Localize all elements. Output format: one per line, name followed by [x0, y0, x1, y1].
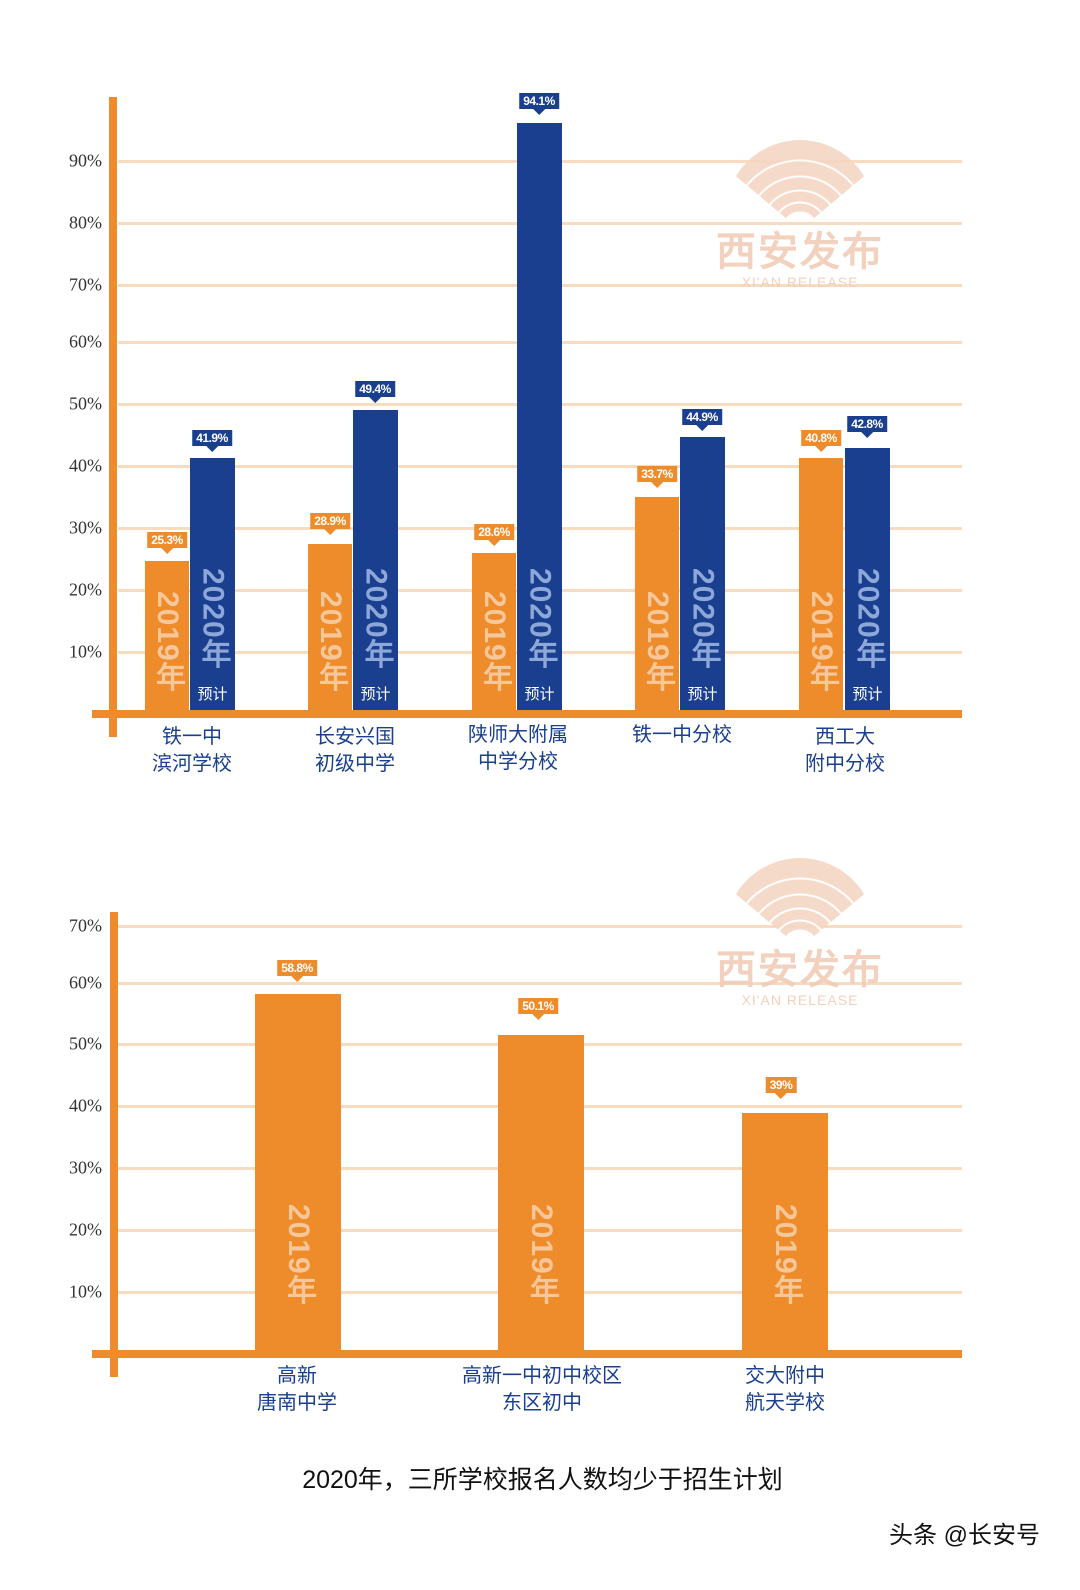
value-label-2019: 25.3% [147, 532, 187, 548]
x-label: 西工大 附中分校 [805, 726, 885, 775]
y-tick: 10% [69, 1281, 102, 1302]
value-label-2020: 49.4% [355, 381, 395, 397]
bar-2019: 2019年 [145, 561, 189, 714]
y-tick: 60% [69, 972, 102, 993]
bar-2020: 2020年 预计 [845, 448, 890, 714]
x-label: 铁一中分校 [632, 724, 732, 746]
gridline-60 [118, 982, 962, 985]
value-label-2019: 28.6% [474, 524, 514, 540]
x-label: 铁一中 滨河学校 [152, 726, 232, 775]
bar-2019: 2019年 [799, 458, 843, 714]
value-label-2020: 42.8% [847, 416, 887, 432]
chart-top: 10% 20% 30% 40% 50% 60% 70% 80% 90% 西安发布… [0, 0, 1080, 800]
x-label: 长安兴国 初级中学 [315, 726, 395, 775]
value-label-2020: 44.9% [682, 409, 722, 425]
bar-2020: 2020年 预计 [190, 458, 235, 714]
gridline-70 [118, 925, 962, 928]
value-label-2019: 58.8% [277, 960, 317, 976]
watermark-logo: 西安发布 XI'AN RELEASE [710, 140, 890, 290]
chart-bottom: 10% 20% 30% 40% 50% 60% 70% 西安发布 XI'AN R… [0, 0, 1080, 1430]
watermark-logo: 西安发布 XI'AN RELEASE [710, 858, 890, 1008]
bar-2019: 2019年 [742, 1113, 828, 1354]
y-tick: 50% [69, 1033, 102, 1054]
value-label-2019: 33.7% [637, 466, 677, 482]
bar-2019: 2019年 [635, 497, 679, 714]
y-tick: 50% [69, 393, 102, 414]
bar-2020: 2020年 预计 [517, 123, 562, 714]
y-tick: 70% [69, 915, 102, 936]
y-tick: 40% [69, 455, 102, 476]
x-axis [92, 710, 962, 718]
y-tick: 60% [69, 331, 102, 352]
caption: 2020年，三所学校报名人数均少于招生计划 [302, 1466, 783, 1494]
value-label-2020: 41.9% [192, 430, 232, 446]
watermark-en: XI'AN RELEASE [741, 274, 859, 290]
x-label: 高新一中初中校区 东区初中 [462, 1365, 622, 1414]
y-tick: 80% [69, 212, 102, 233]
y-tick: 40% [69, 1095, 102, 1116]
y-axis [109, 97, 117, 737]
value-label-2019: 50.1% [518, 998, 558, 1014]
y-tick: 90% [69, 150, 102, 171]
pagoda-fan-icon [725, 858, 875, 948]
source-credit: 头条 @长安号 [888, 1522, 1040, 1549]
y-tick: 30% [69, 517, 102, 538]
y-axis [110, 912, 118, 1377]
watermark-cn: 西安发布 [716, 946, 884, 993]
watermark-cn: 西安发布 [716, 228, 884, 275]
x-label: 交大附中 航天学校 [745, 1365, 825, 1414]
value-label-2019: 40.8% [801, 430, 841, 446]
x-label: 高新 唐南中学 [257, 1365, 337, 1414]
y-tick: 10% [69, 641, 102, 662]
bar-2019: 2019年 [498, 1035, 584, 1354]
bar-2019: 2019年 [308, 544, 352, 714]
bar-2020: 2020年 预计 [680, 437, 725, 714]
value-label-2019: 28.9% [310, 513, 350, 529]
y-tick: 70% [69, 274, 102, 295]
bar-2019: 2019年 [472, 553, 516, 714]
bar-2020: 2020年 预计 [353, 410, 398, 714]
value-label-2019: 39% [765, 1077, 797, 1093]
watermark-en: XI'AN RELEASE [741, 992, 859, 1008]
y-tick: 20% [69, 1219, 102, 1240]
bar-2019: 2019年 [255, 994, 341, 1354]
value-label-2020: 94.1% [519, 93, 559, 109]
y-tick: 30% [69, 1157, 102, 1178]
x-axis [92, 1350, 962, 1358]
y-tick: 20% [69, 579, 102, 600]
x-label: 陕师大附属 中学分校 [468, 724, 568, 773]
